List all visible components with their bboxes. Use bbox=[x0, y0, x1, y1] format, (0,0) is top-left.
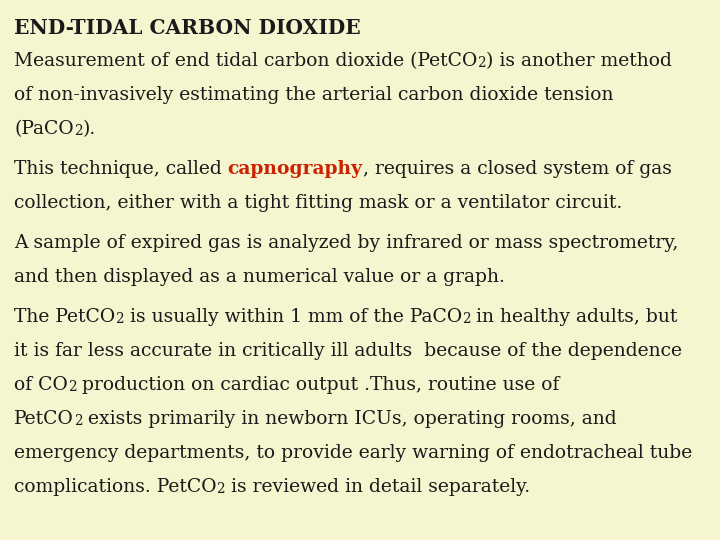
Text: 2: 2 bbox=[217, 482, 225, 496]
Text: 2: 2 bbox=[68, 380, 76, 394]
Text: emergency departments, to provide early warning of endotracheal tube: emergency departments, to provide early … bbox=[14, 444, 692, 462]
Text: is reviewed in detail separately.: is reviewed in detail separately. bbox=[225, 478, 530, 496]
Text: 2: 2 bbox=[73, 414, 82, 428]
Text: Measurement of end tidal carbon dioxide (PetCO: Measurement of end tidal carbon dioxide … bbox=[14, 52, 477, 70]
Text: is usually within 1 mm of the PaCO: is usually within 1 mm of the PaCO bbox=[124, 308, 462, 326]
Text: 2: 2 bbox=[115, 312, 124, 326]
Text: This technique, called: This technique, called bbox=[14, 160, 228, 178]
Text: it is far less accurate in critically ill adults  because of the dependence: it is far less accurate in critically il… bbox=[14, 342, 682, 360]
Text: of CO: of CO bbox=[14, 376, 68, 394]
Text: , requires a closed system of gas: , requires a closed system of gas bbox=[363, 160, 672, 178]
Text: capnography: capnography bbox=[228, 160, 363, 178]
Text: ) is another method: ) is another method bbox=[486, 52, 672, 70]
Text: exists primarily in newborn ICUs, operating rooms, and: exists primarily in newborn ICUs, operat… bbox=[82, 410, 617, 428]
Text: PetCO: PetCO bbox=[14, 410, 73, 428]
Text: 2: 2 bbox=[477, 56, 486, 70]
Text: complications. PetCO: complications. PetCO bbox=[14, 478, 217, 496]
Text: 2: 2 bbox=[73, 124, 82, 138]
Text: and then displayed as a numerical value or a graph.: and then displayed as a numerical value … bbox=[14, 268, 505, 286]
Text: collection, either with a tight fitting mask or a ventilator circuit.: collection, either with a tight fitting … bbox=[14, 194, 622, 212]
Text: (PaCO: (PaCO bbox=[14, 120, 73, 138]
Text: A sample of expired gas is analyzed by infrared or mass spectrometry,: A sample of expired gas is analyzed by i… bbox=[14, 234, 678, 252]
Text: 2: 2 bbox=[462, 312, 470, 326]
Text: ).: ). bbox=[82, 120, 96, 138]
Text: END-TIDAL CARBON DIOXIDE: END-TIDAL CARBON DIOXIDE bbox=[14, 18, 361, 38]
Text: of non-invasively estimating the arterial carbon dioxide tension: of non-invasively estimating the arteria… bbox=[14, 86, 613, 104]
Text: production on cardiac output .Thus, routine use of: production on cardiac output .Thus, rout… bbox=[76, 376, 559, 394]
Text: The PetCO: The PetCO bbox=[14, 308, 115, 326]
Text: in healthy adults, but: in healthy adults, but bbox=[470, 308, 678, 326]
